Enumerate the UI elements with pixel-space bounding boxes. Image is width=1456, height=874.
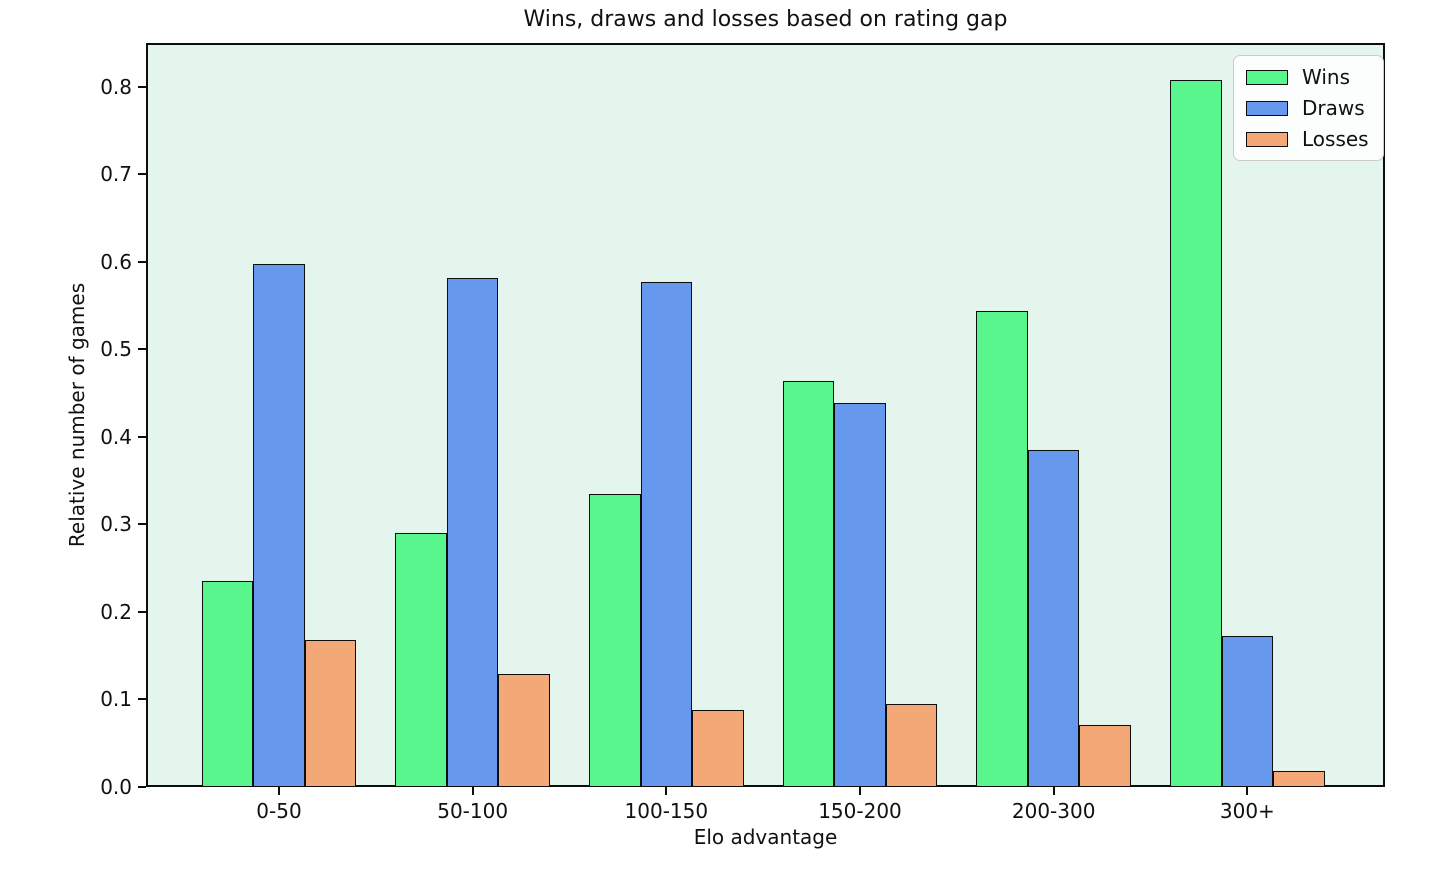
legend-swatch-draws <box>1246 100 1288 116</box>
x-tick-label: 0-50 <box>256 799 302 823</box>
x-tick-mark <box>1246 787 1249 795</box>
legend-swatch-wins <box>1246 69 1288 85</box>
y-tick-mark <box>138 173 146 176</box>
bar-losses-100-150 <box>692 709 744 787</box>
bar-wins-0-50 <box>201 581 254 787</box>
x-tick-mark <box>278 787 280 795</box>
x-tick-label: 50-100 <box>437 799 509 823</box>
y-tick-mark <box>138 610 146 613</box>
legend-label: Draws <box>1302 96 1365 120</box>
bar-losses-0-50 <box>304 639 357 787</box>
x-tick-mark <box>665 787 668 795</box>
legend-label: Wins <box>1302 65 1350 89</box>
legend-swatch-losses <box>1246 131 1288 147</box>
bar-wins-100-150 <box>588 493 641 787</box>
x-tick-label: 200-300 <box>1011 799 1096 823</box>
y-tick-label: 0.5 <box>100 337 132 362</box>
legend-item-wins: Wins <box>1246 66 1369 88</box>
y-axis-label: Relative number of games <box>65 282 89 548</box>
x-tick-mark <box>859 787 861 795</box>
legend-label: Losses <box>1302 127 1369 151</box>
y-tick-mark <box>138 523 146 526</box>
y-tick-mark <box>138 85 146 88</box>
bar-draws-300+ <box>1221 636 1274 787</box>
y-tick-mark <box>138 348 146 351</box>
bar-losses-200-300 <box>1079 724 1132 787</box>
bar-draws-0-50 <box>253 263 305 787</box>
x-tick-label: 150-200 <box>818 799 902 823</box>
y-tick-label: 0.3 <box>100 512 132 537</box>
bar-wins-300+ <box>1169 79 1222 787</box>
y-tick-label: 0.8 <box>100 74 132 99</box>
bar-wins-50-100 <box>395 533 447 787</box>
x-tick-mark <box>1052 787 1055 795</box>
bar-losses-300+ <box>1273 771 1325 787</box>
bar-draws-150-200 <box>834 402 886 787</box>
y-tick-label: 0.2 <box>100 599 132 624</box>
x-axis-label: Elo advantage <box>693 825 838 849</box>
legend: Wins Draws Losses <box>1233 55 1384 161</box>
y-tick-mark <box>138 260 146 263</box>
bar-draws-100-150 <box>640 281 693 787</box>
y-tick-mark <box>138 435 146 438</box>
y-tick-label: 0.7 <box>100 162 132 187</box>
y-tick-mark <box>138 698 146 701</box>
bar-wins-150-200 <box>782 380 835 787</box>
legend-item-losses: Losses <box>1246 128 1369 150</box>
bar-draws-200-300 <box>1027 450 1080 787</box>
y-tick-mark <box>138 786 146 788</box>
bar-draws-50-100 <box>446 278 499 787</box>
legend-item-draws: Draws <box>1246 97 1369 119</box>
x-tick-label: 300+ <box>1219 799 1275 823</box>
chart-title: Wins, draws and losses based on rating g… <box>523 7 1008 32</box>
y-tick-label: 0.1 <box>100 687 132 712</box>
bar-losses-150-200 <box>885 703 938 787</box>
bar-wins-200-300 <box>976 310 1028 787</box>
bar-losses-50-100 <box>498 674 551 787</box>
x-tick-label: 100-150 <box>624 799 709 823</box>
x-tick-mark <box>471 787 474 795</box>
y-tick-label: 0.4 <box>100 424 132 449</box>
y-tick-label: 0.0 <box>100 775 132 799</box>
y-tick-label: 0.6 <box>100 249 132 274</box>
